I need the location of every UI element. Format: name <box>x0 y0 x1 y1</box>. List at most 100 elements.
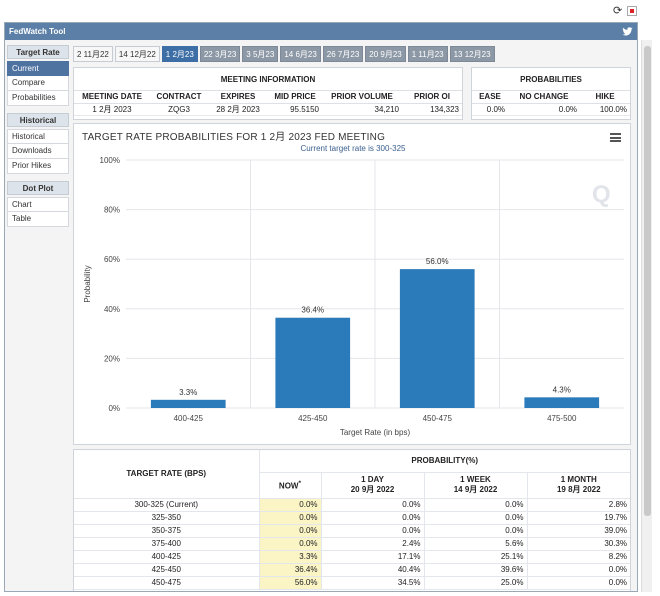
tab-20-sep-23[interactable]: 20 9月23 <box>365 46 406 62</box>
app-title: FedWatch Tool <box>9 27 66 36</box>
probability-cell: 36.4% <box>258 563 321 577</box>
chart-svg: Q 0% 20% 40% 60% 80% 100% 3.3% 400-425 36.4% 425-… <box>83 156 624 437</box>
col-now: NOW* <box>258 472 321 499</box>
col-1-month-date: 19 8月 2022 <box>556 485 601 494</box>
tab-3-may-23[interactable]: 3 5月23 <box>242 46 279 62</box>
sidebar-section-target-rate: Target Rate <box>7 45 69 59</box>
scrollbar-thumb[interactable] <box>644 46 651 516</box>
probability-cell: 19.7% <box>526 511 630 525</box>
probability-cell: 0.0% <box>423 511 527 525</box>
probability-table-panel: TARGET RATE (BPS) PROBABILITY(%) NOW* 1 … <box>73 449 631 591</box>
probability-cell: 34.5% <box>320 576 424 590</box>
sidebar-item-compare[interactable]: Compare <box>7 76 69 91</box>
x-tick-label: 475-500 <box>547 414 577 423</box>
probability-cell: 0.0% <box>526 563 630 577</box>
expires-value: 28 2月 2023 <box>208 103 268 116</box>
bar <box>275 317 351 408</box>
title-bar: FedWatch Tool <box>5 23 637 40</box>
sidebar-item-current[interactable]: Current <box>7 61 69 76</box>
bar <box>399 269 475 408</box>
probability-cell: 40.4% <box>320 563 424 577</box>
table-row: 375-400 0.0% 2.4% 5.6% 30.3% <box>74 537 630 551</box>
tab-22-mar-23[interactable]: 22 3月23 <box>199 46 241 62</box>
probability-cell: 56.0% <box>258 576 321 590</box>
tab-1-nov-23[interactable]: 1 11月23 <box>407 46 448 62</box>
chart-title: TARGET RATE PROBABILITIES FOR 1 2月 2023 … <box>82 132 386 143</box>
tab-1-feb-23[interactable]: 1 2月23 <box>161 46 198 62</box>
tab-14-jun-23[interactable]: 14 6月23 <box>280 46 321 62</box>
tab-14-dec-22[interactable]: 14 12月22 <box>114 46 160 62</box>
header-target-rate: TARGET RATE (BPS) <box>74 450 259 499</box>
header-prior-oi: PRIOR OI <box>402 91 462 104</box>
col-1-day-label: 1 DAY <box>361 475 384 484</box>
twitter-icon[interactable] <box>622 26 633 37</box>
header-mid-price: MID PRICE <box>268 91 322 104</box>
probability-cell: 8.2% <box>526 550 630 564</box>
header-hike: HIKE <box>580 91 630 104</box>
tab-13-dec-23[interactable]: 13 12月23 <box>449 46 495 62</box>
y-tick-label: 20% <box>104 354 120 363</box>
page-scrollbar[interactable] <box>641 40 652 592</box>
header-ease: EASE <box>472 91 508 104</box>
header-expires: EXPIRES <box>208 91 268 104</box>
probability-cell: 5.6% <box>423 537 527 551</box>
x-tick-label: 425-450 <box>298 414 328 423</box>
x-axis-title: Target Rate (in bps) <box>340 428 411 437</box>
probability-cell: 0.0% <box>423 524 527 538</box>
probability-cell: 0.0% <box>423 498 527 512</box>
close-icon[interactable] <box>627 6 637 16</box>
sidebar-item-table[interactable]: Table <box>7 212 69 227</box>
probability-cell: 0.0% <box>526 576 630 590</box>
probabilities-table: EASE NO CHANGE HIKE 0.0% 0.0% 100.0% <box>472 91 630 116</box>
meeting-information-table: MEETING DATE CONTRACT EXPIRES MID PRICE … <box>74 91 462 116</box>
chart-menu-icon[interactable] <box>610 133 621 142</box>
bar <box>150 399 226 408</box>
mid-price-value: 95.5150 <box>268 103 322 116</box>
refresh-icon[interactable]: ⟳ <box>613 5 623 17</box>
sidebar-item-chart[interactable]: Chart <box>7 197 69 212</box>
sidebar-item-prior-hikes[interactable]: Prior Hikes <box>7 159 69 174</box>
sidebar-section-dot-plot: Dot Plot <box>7 181 69 195</box>
col-now-label: NOW <box>278 481 299 491</box>
tab-2-nov-22[interactable]: 2 11月22 <box>73 46 113 62</box>
y-axis-title: Probability <box>83 265 92 302</box>
no-change-value: 0.0% <box>508 103 580 116</box>
header-probability: PROBABILITY(%) <box>258 450 630 473</box>
table-row: 325-350 0.0% 0.0% 0.0% 19.7% <box>74 511 630 525</box>
meeting-information-panel: MEETING INFORMATION MEETING DATE CONTRAC… <box>73 67 463 120</box>
col-1-month: 1 MONTH 19 8月 2022 <box>526 472 630 499</box>
sidebar-item-downloads[interactable]: Downloads <box>7 144 69 159</box>
meeting-information-title: MEETING INFORMATION <box>74 68 462 91</box>
browser-top-strip: ⟳ <box>0 0 660 22</box>
probability-cell: 0.0% <box>320 524 424 538</box>
col-1-week-label: 1 WEEK <box>460 475 491 484</box>
sidebar-item-probabilities[interactable]: Probabilities <box>7 91 69 106</box>
rate-cell: 350-375 <box>74 524 259 538</box>
hike-value: 100.0% <box>580 103 630 116</box>
col-1-week-date: 14 9月 2022 <box>453 485 498 494</box>
probability-cell: 39.0% <box>526 524 630 538</box>
sidebar-item-historical[interactable]: Historical <box>7 129 69 144</box>
sidebar: Target Rate Current Compare Probabilitie… <box>7 45 69 227</box>
probability-cell: 2.8% <box>526 498 630 512</box>
col-now-footnote: * <box>298 479 302 487</box>
probabilities-panel: PROBABILITIES EASE NO CHANGE HIKE 0.0% 0… <box>471 67 631 120</box>
probability-cell: 0.0% <box>258 537 321 551</box>
data-label: 56.0% <box>426 257 449 266</box>
rate-cell: 375-400 <box>74 537 259 551</box>
header-contract: CONTRACT <box>150 91 208 104</box>
tab-26-jul-23[interactable]: 26 7月23 <box>322 46 364 62</box>
y-tick-label: 0% <box>108 404 120 413</box>
header-meeting-date: MEETING DATE <box>74 91 150 104</box>
col-1-day-date: 20 9月 2022 <box>350 485 395 494</box>
table-row: 450-475 56.0% 34.5% 25.0% 0.0% <box>74 576 630 590</box>
header-prior-volume: PRIOR VOLUME <box>322 91 402 104</box>
probabilities-title: PROBABILITIES <box>472 68 630 91</box>
y-tick-label: 60% <box>104 255 120 264</box>
probability-cell: 25.0% <box>423 576 527 590</box>
col-1-week: 1 WEEK 14 9月 2022 <box>423 472 527 499</box>
header-no-change: NO CHANGE <box>508 91 580 104</box>
x-tick-label: 400-425 <box>174 414 204 423</box>
rate-cell: 325-350 <box>74 511 259 525</box>
probability-cell: 0.0% <box>258 498 321 512</box>
